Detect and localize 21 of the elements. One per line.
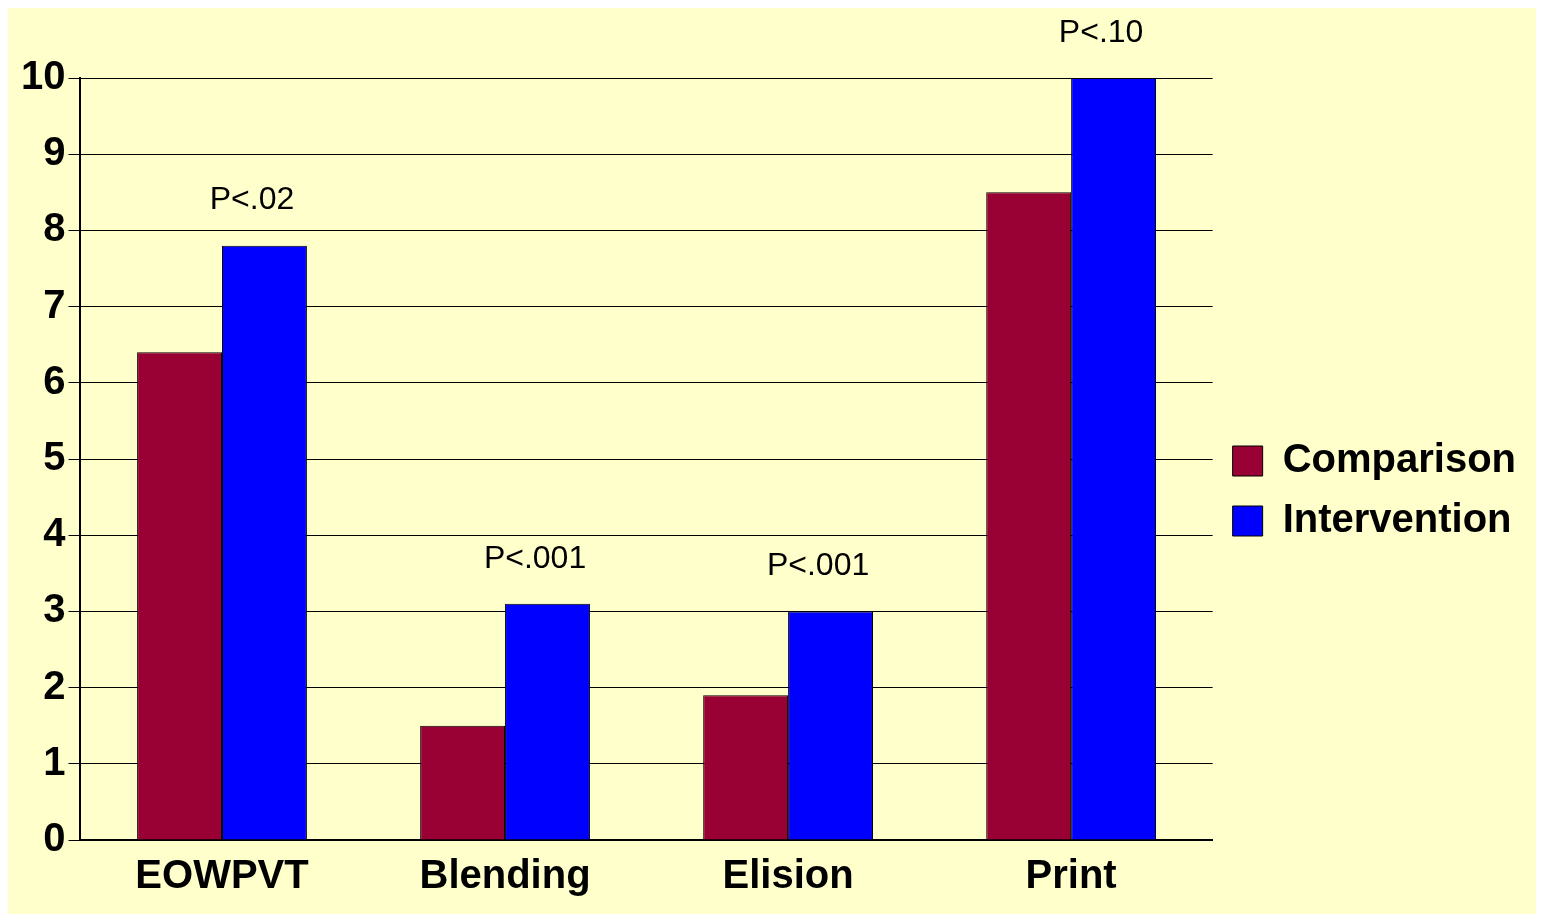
y-tick-label: 10: [20, 53, 66, 98]
annotation: P<.001: [483, 538, 587, 575]
x-tick-label: Elision: [722, 852, 854, 897]
x-tick-label: EOWPVT: [135, 852, 309, 897]
y-tick-label: 3: [43, 586, 66, 631]
annotation: P<.02: [209, 180, 295, 217]
y-tick-label: 6: [43, 357, 66, 402]
legend-label: Intervention: [1282, 496, 1512, 541]
x-tick-label: Blending: [419, 852, 591, 897]
y-tick-label: 0: [43, 815, 66, 860]
y-tick-label: 8: [43, 205, 66, 250]
y-tick-label: 4: [43, 510, 67, 555]
legend-label: Comparison: [1282, 436, 1516, 481]
text: P<.10: [1058, 12, 1144, 49]
annotation: P<.001: [766, 546, 870, 583]
y-tick-label: 5: [43, 434, 66, 479]
y-tick-label: 1: [43, 738, 66, 783]
x-tick-label: Print: [1025, 852, 1117, 897]
y-tick-label: 7: [43, 281, 66, 326]
y-tick-label: 9: [43, 129, 66, 174]
y-tick-label: 2: [43, 662, 66, 707]
